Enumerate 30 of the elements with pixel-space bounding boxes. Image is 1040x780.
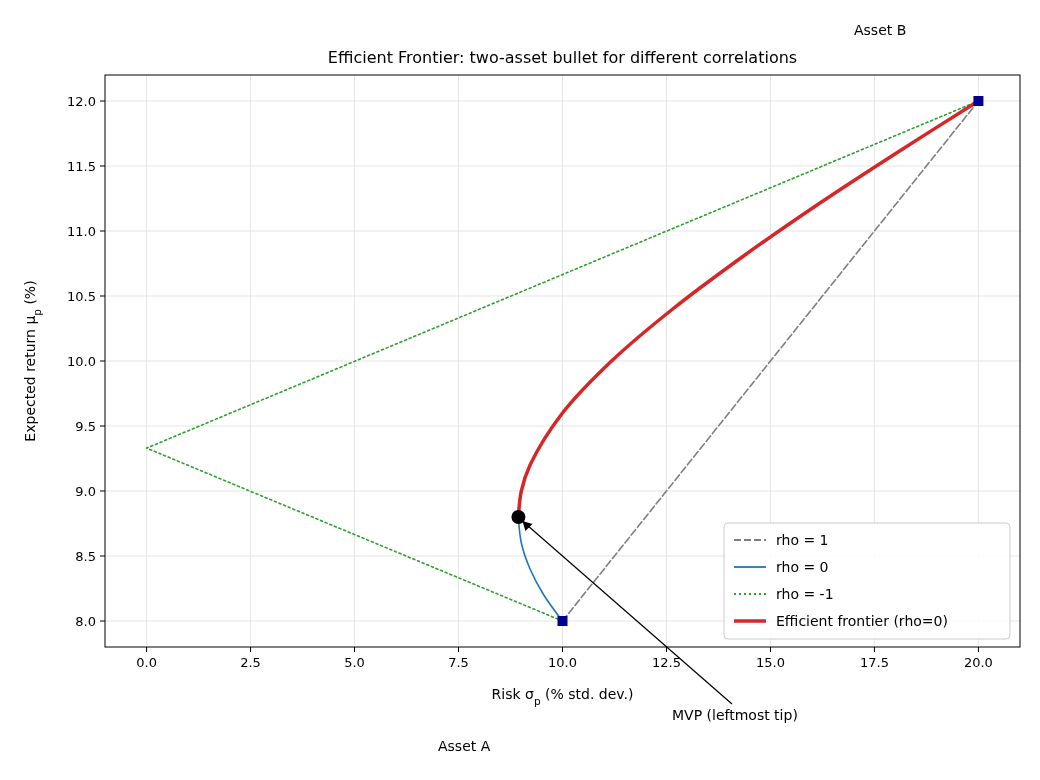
legend-label: Efficient frontier (rho=0) — [776, 613, 948, 629]
y-tick-label: 8.5 — [75, 548, 96, 564]
y-tick-label: 8.0 — [75, 613, 96, 629]
y-tick-label: 9.5 — [75, 418, 96, 434]
annotation: MVP (leftmost tip) — [672, 707, 798, 723]
x-tick-label: 2.5 — [240, 655, 261, 670]
x-tick-label: 17.5 — [859, 655, 889, 670]
chart-title: Efficient Frontier: two-asset bullet for different correlations — [327, 48, 798, 67]
y-tick-label: 12.0 — [67, 93, 96, 109]
y-tick-label: 10.0 — [67, 353, 96, 369]
y-tick-label: 11.0 — [67, 223, 96, 239]
point — [557, 616, 568, 626]
x-tick-label: 10.0 — [548, 655, 577, 670]
y-tick-label: 10.5 — [67, 288, 96, 304]
text: Asset B — [854, 22, 907, 38]
y-tick-label: 11.5 — [67, 158, 96, 174]
y-tick-label: 9.0 — [75, 483, 96, 499]
text: Asset A — [438, 738, 491, 754]
x-tick-label: 20.0 — [963, 655, 993, 670]
x-tick-label: 15.0 — [755, 655, 785, 670]
point — [511, 510, 526, 524]
x-tick-label: 12.5 — [652, 655, 681, 670]
x-tick-label: 0.0 — [136, 655, 157, 670]
x-tick-label: 7.5 — [448, 655, 469, 670]
legend-label: rho = 1 — [776, 532, 829, 548]
legend-label: rho = 0 — [776, 559, 829, 575]
x-tick-label: 5.0 — [344, 655, 365, 670]
point — [973, 96, 984, 106]
x-axis-title: Risk σ$_{p}$ (% std. dev.) — [491, 686, 634, 707]
legend-label: rho = -1 — [776, 586, 834, 602]
